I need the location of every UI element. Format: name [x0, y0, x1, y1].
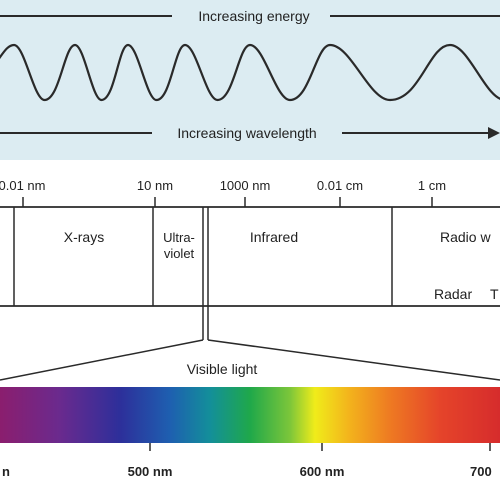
increasing-energy-label: Increasing energy [198, 8, 309, 24]
region-label-ultraviolet-line1: Ultra- [163, 230, 195, 245]
tick-label-1cm: 1 cm [418, 178, 446, 193]
region-label-x-rays: X-rays [64, 229, 104, 245]
scale-tick-marks [22, 197, 433, 207]
visible-spectrum-gradient [0, 387, 500, 443]
tick-label-0-01cm: 0.01 cm [317, 178, 363, 193]
wavelength-arrow [0, 127, 500, 139]
region-label-infrared: Infrared [250, 229, 298, 245]
visible-tick-label-500nm: 500 nm [128, 464, 173, 479]
increasing-wavelength-label: Increasing wavelength [177, 125, 316, 141]
visible-tick-label-600nm: 600 nm [300, 464, 345, 479]
visible-zoom-lines [0, 306, 500, 381]
visible-tick-label-700: 700 [470, 464, 492, 479]
region-label-radio: Radio w [440, 229, 491, 245]
sub-label-radar: Radar [434, 286, 472, 302]
visible-tick-marks [149, 443, 491, 451]
visible-tick-label-0: n [2, 464, 10, 479]
spectrum-band [0, 206, 500, 307]
sub-label-t: T [490, 286, 499, 302]
energy-arrow [0, 15, 500, 17]
region-label-ultraviolet-line2: violet [164, 246, 195, 261]
tick-label-1000nm: 1000 nm [220, 178, 271, 193]
visible-light-title: Visible light [187, 361, 258, 377]
tick-label-10nm: 10 nm [137, 178, 173, 193]
tick-label-0-01nm: 0.01 nm [0, 178, 45, 193]
wave-curve [0, 43, 500, 102]
